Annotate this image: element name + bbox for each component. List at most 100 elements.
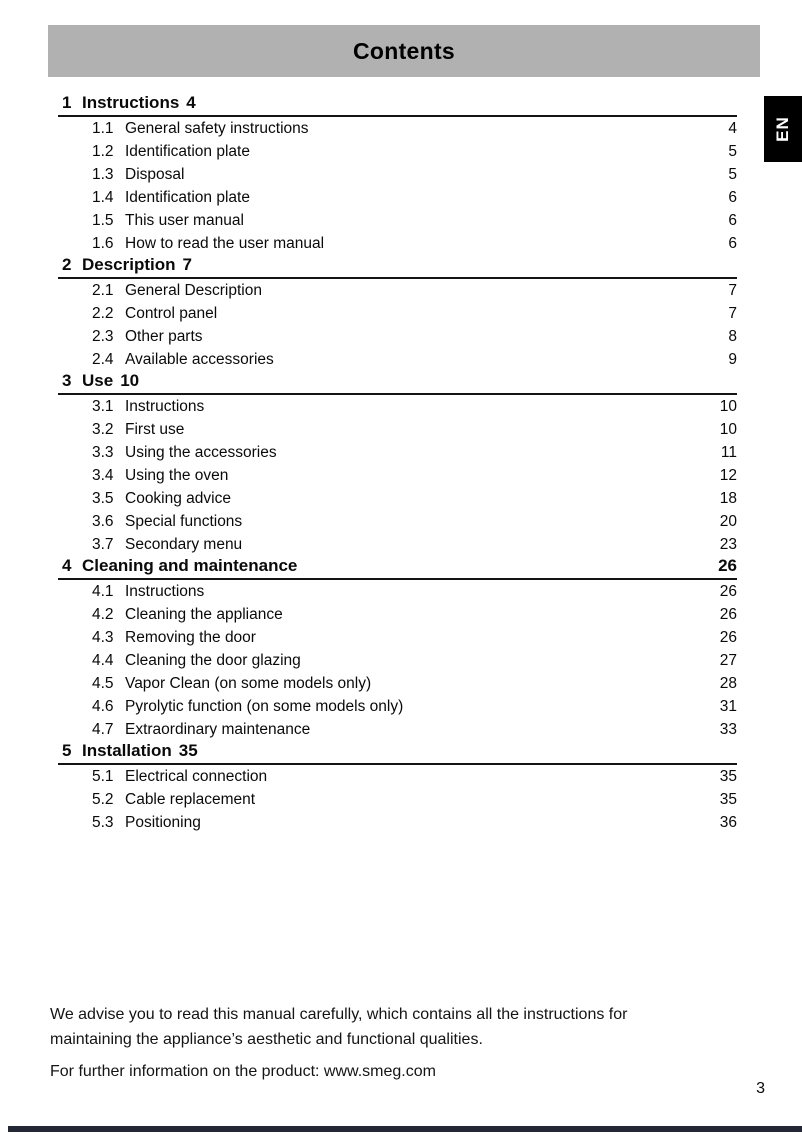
toc-entry-number: 1.2 (92, 142, 114, 160)
toc-section-heading: 1 Instructions 4 (58, 93, 737, 117)
toc-entry-number: 4.4 (92, 651, 114, 669)
toc-entry-number: 1.5 (92, 211, 114, 229)
toc-entry-page: 31 (719, 697, 737, 715)
toc-entry-number: 3.4 (92, 466, 114, 484)
toc-entry-page: 10 (719, 397, 737, 415)
toc-entry: 4.1 Instructions 26 (58, 580, 737, 603)
toc-entry-number: 4.6 (92, 697, 114, 715)
toc-entry-number: 1.4 (92, 188, 114, 206)
toc-entry-page: 6 (728, 234, 737, 252)
toc-entry-page: 7 (728, 304, 737, 322)
toc-entry-number: 5.3 (92, 813, 114, 831)
toc-section-page: 26 (718, 556, 737, 575)
toc-entry-page: 35 (719, 767, 737, 785)
footer-note-block: We advise you to read this manual carefu… (50, 1002, 750, 1084)
toc-entry-title: Disposal (125, 165, 185, 183)
toc-entry: 2.4 Available accessories 9 (58, 348, 737, 371)
toc-entry-title: Instructions (125, 582, 205, 600)
page-title: Contents (352, 37, 456, 64)
toc-entry-number: 3.7 (92, 535, 114, 553)
toc-entry: 4.6 Pyrolytic function (on some models on… (58, 695, 737, 718)
toc-entry-title: Instructions (125, 397, 205, 415)
toc-section-heading: 4 Cleaning and maintenance 26 (58, 556, 737, 580)
toc-entry: 4.4 Cleaning the door glazing 27 (58, 649, 737, 672)
toc-entry: 3.3 Using the accessories 11 (58, 441, 737, 464)
toc-entry-page: 5 (728, 142, 737, 160)
toc-section-number: 3 (62, 371, 72, 390)
toc-entry-title: Electrical connection (125, 767, 268, 785)
toc-entry-number: 5.2 (92, 790, 114, 808)
toc-section: 1 Instructions 4 1.1 General safety instruct… (58, 93, 737, 255)
toc-section: 4 Cleaning and maintenance 26 4.1 Instructio… (58, 556, 737, 741)
toc-entry-title: Identification plate (125, 188, 250, 206)
toc-entry-title: Positioning (125, 813, 201, 831)
toc-entry-title: General safety instructions (125, 119, 309, 137)
toc-entry-number: 4.7 (92, 720, 114, 738)
toc-entry-page: 26 (719, 605, 737, 623)
toc-entry: 3.4 Using the oven 12 (58, 464, 737, 487)
toc-entry-number: 1.1 (92, 119, 114, 137)
page-number: 3 (756, 1080, 765, 1097)
toc-entry-page: 36 (719, 813, 737, 831)
toc-entry-page: 6 (728, 188, 737, 206)
toc-entry: 2.3 Other parts 8 (58, 325, 737, 348)
toc-entry-number: 2.2 (92, 304, 114, 322)
toc-section-number: 4 (62, 556, 72, 575)
toc-entry: 2.1 General Description 7 (58, 279, 737, 302)
language-tab-label: EN (773, 116, 792, 142)
toc-entry: 5.2 Cable replacement 35 (58, 788, 737, 811)
toc-entry-page: 12 (719, 466, 737, 484)
toc-entry: 4.5 Vapor Clean (on some models only) 28 (58, 672, 737, 695)
toc-entry-title: Using the accessories (125, 443, 277, 461)
toc-section: 2 Description 7 2.1 General Description 7 2.2 C… (58, 255, 737, 371)
toc-entry-page: 18 (719, 489, 737, 507)
toc: 1 Instructions 4 1.1 General safety instruct… (58, 93, 737, 834)
toc-entry-page: 23 (719, 535, 737, 553)
toc-entry-number: 3.2 (92, 420, 114, 438)
toc-entry-number: 4.2 (92, 605, 114, 623)
toc-entry-page: 26 (719, 582, 737, 600)
toc-entry-page: 11 (720, 443, 737, 461)
toc-entry-title: Using the oven (125, 466, 229, 484)
toc-entry-number: 1.6 (92, 234, 114, 252)
toc-section-inline-page: 35 (178, 741, 198, 760)
toc-entry-title: Identification plate (125, 142, 250, 160)
toc-entry-page: 20 (719, 512, 737, 530)
toc-entry-page: 35 (719, 790, 737, 808)
toc-section-inline-page: 7 (182, 255, 192, 274)
toc-entry-title: Pyrolytic function (on some models only) (125, 697, 404, 715)
toc-entry-number: 3.1 (92, 397, 114, 415)
toc-entry-number: 2.4 (92, 350, 114, 368)
toc-entry: 1.3 Disposal 5 (58, 163, 737, 186)
toc-section-heading: 5 Installation 35 (58, 741, 737, 765)
toc-section-number: 5 (62, 741, 72, 760)
toc-section-inline-page: 10 (120, 371, 140, 390)
toc-section-heading: 3 Use 10 (58, 371, 737, 395)
toc-entry-title: Cleaning the appliance (125, 605, 283, 623)
toc-entry-page: 6 (728, 211, 737, 229)
toc-entry-title: Other parts (125, 327, 203, 345)
toc-entry-page: 7 (728, 281, 737, 299)
toc-entry-number: 4.5 (92, 674, 114, 692)
toc-section-title: Description (82, 255, 176, 274)
toc-section-title: Use (82, 371, 114, 390)
toc-entry: 2.2 Control panel 7 (58, 302, 737, 325)
footer-product-info-text: For further information on the product: … (50, 1063, 436, 1080)
toc-entry-number: 5.1 (92, 767, 114, 785)
contents-header-bar: Contents (48, 25, 760, 77)
toc-entry-number: 2.3 (92, 327, 114, 345)
toc-entry: 1.1 General safety instructions 4 (58, 117, 737, 140)
toc-entry-title: General Description (125, 281, 262, 299)
toc-entry-title: First use (125, 420, 185, 438)
toc-section-title: Installation (82, 741, 172, 760)
toc-entry-number: 1.3 (92, 165, 114, 183)
language-tab: EN (764, 96, 802, 162)
toc-section-title: Instructions (82, 93, 180, 112)
toc-section-number: 1 (62, 93, 72, 112)
toc-entry-page: 10 (719, 420, 737, 438)
toc-section-title: Cleaning and maintenance (82, 556, 298, 575)
toc-section: 5 Installation 35 5.1 Electrical connection 3… (58, 741, 737, 834)
toc-entry: 3.5 Cooking advice 18 (58, 487, 737, 510)
bottom-rule (8, 1126, 802, 1132)
